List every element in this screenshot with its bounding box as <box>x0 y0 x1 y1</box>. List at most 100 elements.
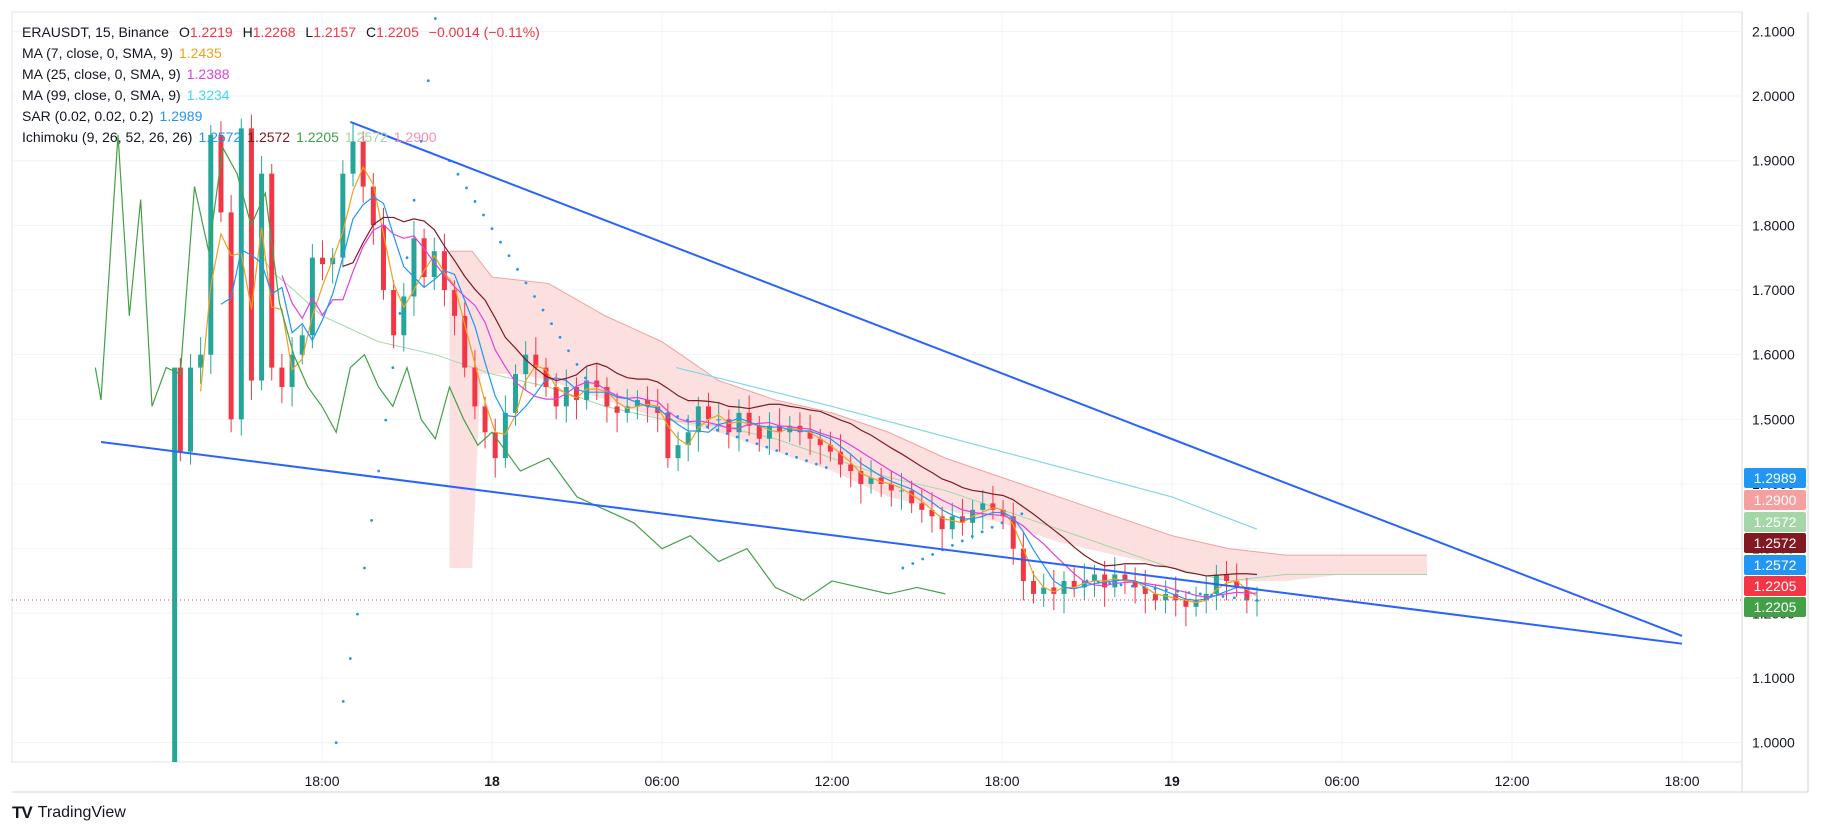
tradingview-brand[interactable]: TV TradingView <box>12 803 126 823</box>
sar-dot <box>499 240 502 244</box>
candle-body <box>736 412 742 433</box>
price-label: 1.2572 <box>1754 535 1797 551</box>
candle-body <box>431 251 437 278</box>
sar-dot <box>1198 592 1202 596</box>
sar-dot <box>1221 595 1225 598</box>
sar-dot <box>584 376 587 380</box>
sar-dot <box>1232 596 1236 600</box>
indicator-list: MA (7, close, 0, SMA, 9) 1.2435 MA (25, cl… <box>22 43 546 148</box>
candle-body <box>1132 580 1138 588</box>
x-tick-label: 18 <box>484 773 500 789</box>
candle-body <box>370 186 376 226</box>
candle-body <box>614 406 620 413</box>
ohlc-values: O1.2219 H1.2268 L1.2157 C1.2205 −0.0014 … <box>179 24 540 40</box>
candle-body <box>1031 580 1037 594</box>
price-label-bg <box>1744 555 1806 575</box>
candle-body <box>218 134 224 213</box>
candle-body <box>716 419 722 421</box>
price-label-bg <box>1744 490 1806 510</box>
sar-dot <box>1010 516 1014 520</box>
candle-body <box>573 387 579 400</box>
indicator-row[interactable]: MA (99, close, 0, SMA, 9) 1.3234 <box>22 85 546 106</box>
symbol-label[interactable]: ERAUSDT, 15, Binance <box>22 24 170 40</box>
candle-body <box>939 516 945 530</box>
candle-body <box>208 134 214 355</box>
indicator-value: 1.2900 <box>393 129 437 145</box>
tradingview-logo-icon: TV <box>12 803 33 822</box>
low-value: 1.2157 <box>313 24 357 40</box>
sar-dot <box>398 312 402 315</box>
candle-body <box>360 141 366 187</box>
sar-dot <box>765 445 769 449</box>
y-tick-label: 2.0000 <box>1752 88 1795 104</box>
sar-dot <box>1176 589 1180 593</box>
sar-dot <box>815 462 818 466</box>
y-tick-label: 1.6000 <box>1752 347 1795 363</box>
high-label: H <box>242 24 253 40</box>
sar-dot <box>405 256 409 260</box>
candle-body <box>838 451 844 465</box>
sar-dot <box>356 612 359 616</box>
senkou-span-a <box>259 250 1427 582</box>
candle-body <box>878 477 884 484</box>
y-tick-label: 1.1000 <box>1752 670 1795 686</box>
x-tick-label: 18:00 <box>1664 773 1699 789</box>
candle-body <box>827 445 833 452</box>
sar-dot <box>348 657 352 660</box>
candle-body <box>513 374 519 413</box>
indicator-row[interactable]: MA (7, close, 0, SMA, 9) 1.2435 <box>22 43 546 64</box>
candle-body <box>1142 587 1148 594</box>
high-value: 1.2268 <box>252 24 296 40</box>
sar-dot <box>1108 582 1112 585</box>
sar-dot <box>921 557 925 561</box>
candle-body <box>645 399 651 407</box>
indicator-label: MA (7, close, 0, SMA, 9) <box>22 45 173 61</box>
close-value: 1.2205 <box>376 24 419 40</box>
candle-body <box>1041 587 1047 594</box>
sar-dot <box>960 539 964 543</box>
y-tick-label: 1.5000 <box>1752 411 1795 427</box>
candle-body <box>238 128 244 420</box>
x-tick-label: 19 <box>1164 773 1180 789</box>
x-tick-label: 18:00 <box>984 773 1019 789</box>
sar-dot <box>1187 591 1191 595</box>
x-tick-label: 06:00 <box>644 773 679 789</box>
sar-dot <box>901 566 905 570</box>
sar-dot <box>384 418 388 422</box>
candle-body <box>289 354 295 387</box>
x-tick-label: 12:00 <box>1494 773 1529 789</box>
candle-body <box>482 406 488 433</box>
candle-body <box>1051 587 1057 594</box>
candle-body <box>584 380 590 400</box>
candle-body <box>726 419 732 433</box>
indicator-label: Ichimoku (9, 26, 52, 26, 26) <box>22 129 193 145</box>
sar-dot <box>696 421 699 425</box>
sar-dot <box>391 366 395 370</box>
candle-body <box>675 445 681 459</box>
sar-dot <box>465 186 468 190</box>
candle-body <box>1173 593 1179 601</box>
indicator-value: 1.3234 <box>186 87 230 103</box>
sar-dot <box>524 281 528 285</box>
sar-dot <box>795 455 798 459</box>
candle-body <box>990 503 996 510</box>
candle-body <box>787 425 793 433</box>
y-tick-label: 1.8000 <box>1752 217 1795 233</box>
sar-dot <box>377 469 381 473</box>
candle-body <box>279 367 285 387</box>
candle-body <box>1122 574 1128 581</box>
indicator-row[interactable]: MA (25, close, 0, SMA, 9) 1.2388 <box>22 64 546 85</box>
indicator-row[interactable]: Ichimoku (9, 26, 52, 26, 26) 1.2572 1.2572… <box>22 127 546 148</box>
sar-dot <box>1164 588 1168 592</box>
sar-dot <box>456 172 460 176</box>
wedge-lower-trendline <box>100 440 1683 645</box>
candle-body <box>1081 580 1087 588</box>
sar-dot <box>1085 579 1089 583</box>
sar-dot <box>482 213 485 217</box>
indicator-row[interactable]: SAR (0.02, 0.02, 0.2) 1.2989 <box>22 106 546 127</box>
candle-body <box>411 238 417 297</box>
candle-body <box>817 438 823 446</box>
kijun-line <box>342 216 1258 577</box>
candle-body <box>1163 593 1169 601</box>
